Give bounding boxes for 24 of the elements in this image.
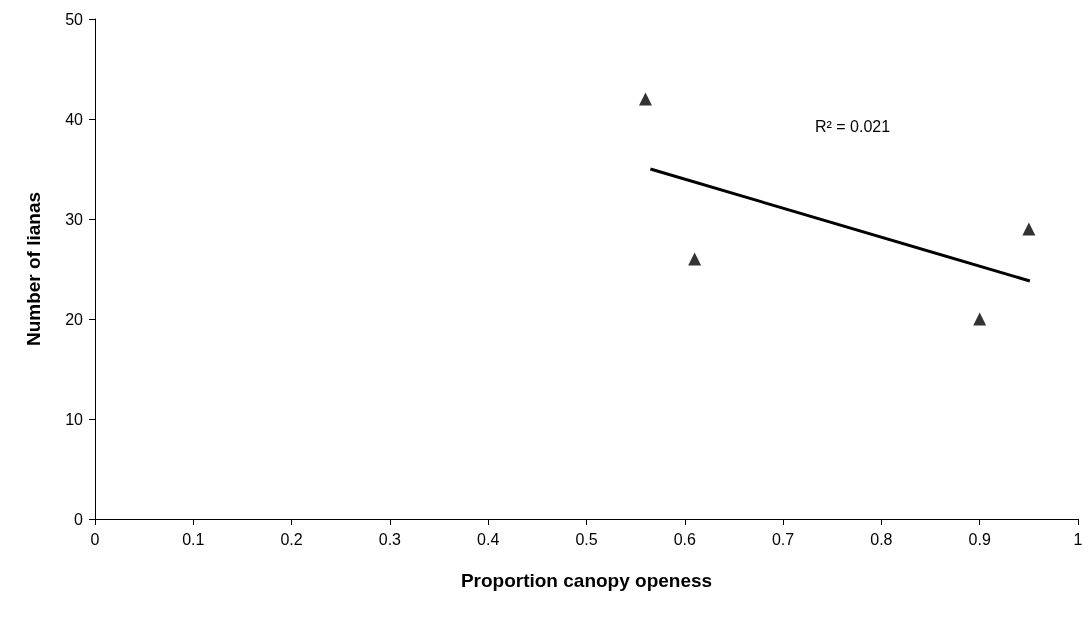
x-tick-label: 0.5 (575, 530, 598, 548)
x-tick-label: 0 (90, 530, 100, 548)
x-tick-label: 0.9 (968, 530, 991, 548)
point (638, 92, 652, 106)
x-tick-label: 0.2 (280, 530, 303, 548)
y-tick-label: 30 (65, 210, 84, 228)
y-tick-label: 40 (65, 110, 84, 128)
x-tick-label: 0.7 (771, 530, 795, 548)
x-axis-title: Proportion canopy openess (460, 570, 713, 591)
y-axis-title: Number of lianas (23, 191, 44, 347)
x-tick-label: 1 (1073, 530, 1083, 548)
annotation: R² = 0.021 (815, 117, 891, 135)
x-tick-label: 0.3 (378, 530, 402, 548)
point (688, 252, 702, 266)
point (1022, 222, 1036, 236)
y-tick-label: 10 (65, 410, 84, 428)
x-tick-label: 0.8 (870, 530, 893, 548)
point (973, 312, 987, 326)
x-tick-label: 0.1 (182, 530, 205, 548)
y-tick-label: 50 (65, 10, 84, 28)
y-tick-label: 20 (65, 310, 84, 328)
x-tick-label: 0.6 (673, 530, 697, 548)
y-tick-label: 0 (74, 510, 84, 528)
x-tick-label: 0.4 (477, 530, 500, 548)
